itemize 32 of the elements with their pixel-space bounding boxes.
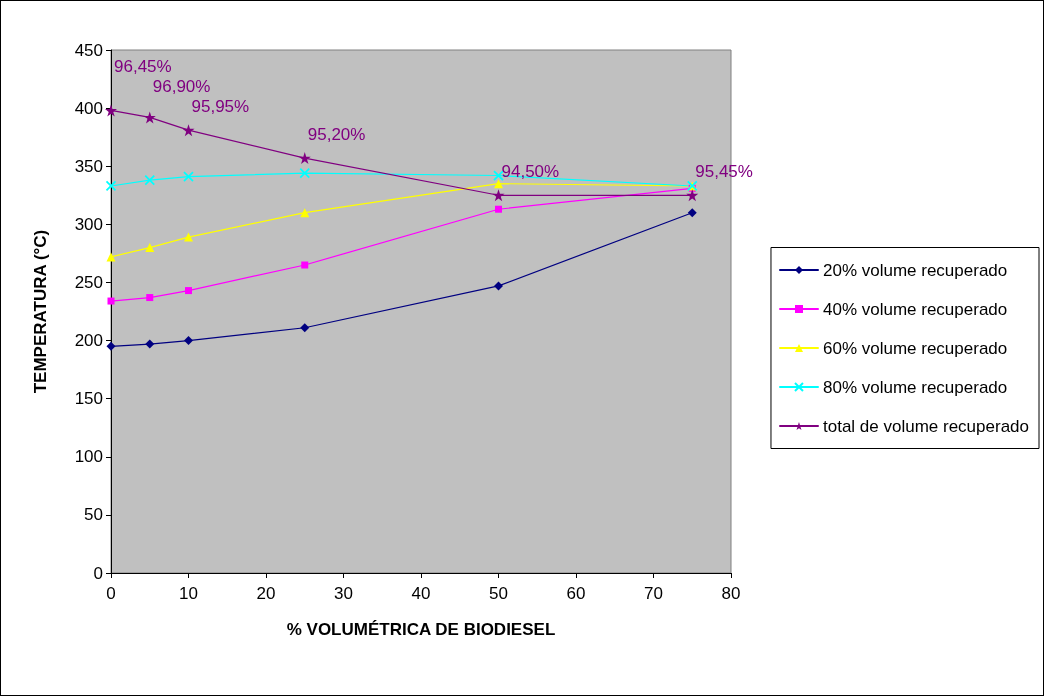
y-tick-label: 100 xyxy=(74,447,103,467)
legend-label: 80% volume recuperado xyxy=(822,377,1008,397)
y-axis-title: TEMPERATURA (°C) xyxy=(31,229,50,394)
annotation: 95,20% xyxy=(307,125,366,145)
legend-label: 60% volume recuperado xyxy=(822,338,1008,358)
y-tick-label: 350 xyxy=(74,156,103,176)
annotation: 96,45% xyxy=(114,57,172,77)
annotation: 95,95% xyxy=(191,97,250,117)
x-tick-label: 30 xyxy=(334,584,353,603)
legend-label: 40% volume recuperado xyxy=(822,299,1008,319)
annotation: 94,50% xyxy=(501,162,560,182)
x-tick-label: 0 xyxy=(106,584,116,603)
y-tick-label: 0 xyxy=(93,563,103,583)
x-tick-label: 10 xyxy=(179,584,198,603)
y-tick-label: 50 xyxy=(84,505,103,525)
x-tick-label: 80 xyxy=(721,584,741,603)
x-tick-label: 50 xyxy=(489,584,508,603)
legend-label: 20% volume recuperado xyxy=(822,260,1008,280)
x-tick-label: 40 xyxy=(411,584,431,603)
legend-label: total de volume recuperado xyxy=(822,416,1030,436)
x-tick-label: 70 xyxy=(644,584,663,603)
x-axis-title: % VOLUMÉTRICA DE BIODIESEL xyxy=(286,620,556,639)
y-tick-label: 200 xyxy=(74,331,103,351)
y-tick-label: 300 xyxy=(74,214,103,234)
y-tick-label: 250 xyxy=(74,272,103,292)
annotation: 95,45% xyxy=(695,162,753,182)
annotation: 96,90% xyxy=(152,77,211,97)
y-tick-label: 450 xyxy=(74,40,103,60)
y-tick-label: 150 xyxy=(74,389,103,409)
y-tick-label: 400 xyxy=(74,98,103,118)
x-tick-label: 60 xyxy=(566,584,586,603)
x-tick-label: 20 xyxy=(256,584,276,603)
